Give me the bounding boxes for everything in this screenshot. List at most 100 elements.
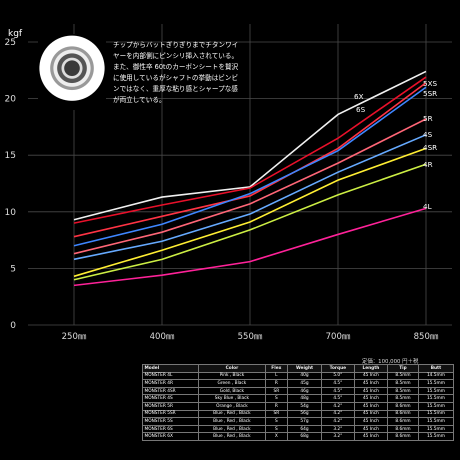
y-tick-label: 0 [10,321,16,331]
table-row: MONSTER 4SR Gold, Black SR 46g 4.5° 45 Inch 8.… [141,386,455,396]
series-line-6s [73,76,427,224]
spec-table-header-cell: Torque [320,364,355,373]
table-cell: 4.2° [320,409,355,419]
table-cell: Gold, Black [198,386,266,396]
table-cell: 15.5mm [417,386,455,396]
table-cell: 4.5° [320,386,355,396]
y-tick-label: 10 [5,208,17,218]
table-cell: R [264,401,289,411]
table-cell: 15.5mm [417,424,455,434]
table-cell: 8.5mm [387,394,419,403]
series-line-6x [73,70,427,221]
table-cell: 4.2° [320,401,355,411]
table-cell: 8.6mm [387,417,419,426]
spec-table: Model Color Flex Weight Torque Length Tip Butt … [141,364,455,441]
table-cell: Pink , Black [198,371,266,381]
series-label-4sr: 4SR [423,143,437,152]
y-tick-labels: 0 5 10 15 20 25 [5,38,17,331]
table-cell: 15.5mm [417,432,455,441]
y-tick-label: 5 [10,264,16,274]
spec-table-header-cell: Length [353,364,389,373]
table-row: MONSTER 4R Green , Black R 45g 4.5° 45 Inch 8.… [141,379,455,388]
table-cell: S [264,417,289,426]
table-cell: R [264,379,289,388]
table-cell: 45 Inch [353,432,389,441]
series-label-6x: 6X [354,92,364,101]
series-line-4l [73,207,427,287]
table-cell: 8.6mm [387,432,419,441]
table-cell: SR [264,409,289,419]
table-cell: 68g [287,432,322,441]
y-tick-label: 15 [5,151,16,161]
table-cell: 4.5° [320,394,355,403]
table-cell: 40g [287,371,322,381]
spec-table-header: Model Color Flex Weight Torque Length Tip Butt [141,364,455,373]
table-cell: 45 Inch [353,409,389,419]
series-label-5sr: 5SR [423,89,437,98]
table-cell: 45 Inch [353,424,389,434]
table-cell: MONSTER 4S [141,394,200,403]
table-row: MONSTER 4L Pink , Black L 40g 5.0° 45 Inch 8.5… [141,371,455,381]
x-tick-label: 700㎜ [326,332,351,342]
table-cell: L [264,371,289,381]
table-row: MONSTER 5S Blue , Red , Black S 57g 4.2° 45 I… [141,417,455,426]
table-cell: MONSTER 4SR [141,386,200,396]
series-label-4l: 4L [423,202,432,211]
table-cell: 15.5mm [417,409,455,419]
table-cell: 45 Inch [353,417,389,426]
table-cell: 45 Inch [353,401,389,411]
series-line-5r [73,118,427,255]
table-cell: Blue , Red , Black [198,424,266,434]
table-cell: 45g [287,379,322,388]
table-cell: MONSTER 6X [141,432,200,441]
series-line-4s [73,134,427,261]
table-cell: SR [264,386,289,396]
table-row: MONSTER 6X Blue , Red , Black X 68g 3.2° 45 I… [141,432,455,441]
table-cell: 8.5mm [387,379,419,388]
table-cell: MONSTER 6S [141,424,200,434]
y-tick-label: 25 [5,38,16,48]
table-cell: 15.5mm [417,379,455,388]
series-label-4r: 4R [423,160,433,169]
table-cell: 3.2° [320,424,355,434]
series-line-4sr [73,147,427,278]
table-cell: 8.6mm [387,424,419,434]
table-cell: 15.5mm [417,417,455,426]
series-lines [73,70,427,287]
spec-table-header-cell: Tip [387,364,419,373]
table-cell: 56g [287,409,322,419]
table-cell: 14.5mm [417,371,455,381]
table-cell: 8.6mm [387,409,419,419]
table-cell: 15.5mm [417,394,455,403]
table-cell: Orange , Black [198,401,266,411]
table-cell: MONSTER 5S [141,417,200,426]
spec-table-header-cell: Butt [417,364,455,373]
series-line-4r [73,163,427,281]
table-cell: MONSTER 5SR [141,409,200,419]
spec-table-header-cell: Weight [287,364,322,373]
y-tick-label: 20 [5,95,17,105]
series-label-5xs: 5XS [423,79,437,88]
table-cell: 45 Inch [353,379,389,388]
shaft-cross-section-image [38,34,106,110]
x-tick-labels: 250㎜ 400㎜ 550㎜ 700㎜ 850㎜ [62,332,439,342]
table-cell: Blue , Red , Black [198,417,266,426]
x-tick-label: 250㎜ [62,332,87,342]
table-cell: 46g [287,386,322,396]
y-axis-label: kgf [8,29,23,39]
table-cell: X [264,432,289,441]
x-tick-label: 550㎜ [238,332,263,342]
table-cell: 3.2° [320,432,355,441]
table-cell: 8.5mm [387,386,419,396]
series-label-5r: 5R [423,114,433,123]
table-cell: MONSTER 4L [141,371,200,381]
description-note: チップからバットぎりぎりまでチタンワイヤーを内部側にピンシリ挿入されている。また… [113,41,239,104]
x-tick-label: 400㎜ [150,332,175,342]
table-cell: S [264,424,289,434]
table-cell: 5.0° [320,371,355,381]
table-cell: 15.5mm [417,401,455,411]
table-cell: 64g [287,424,322,434]
series-line-5xs [73,82,427,238]
table-cell: Green , Black [198,379,266,388]
